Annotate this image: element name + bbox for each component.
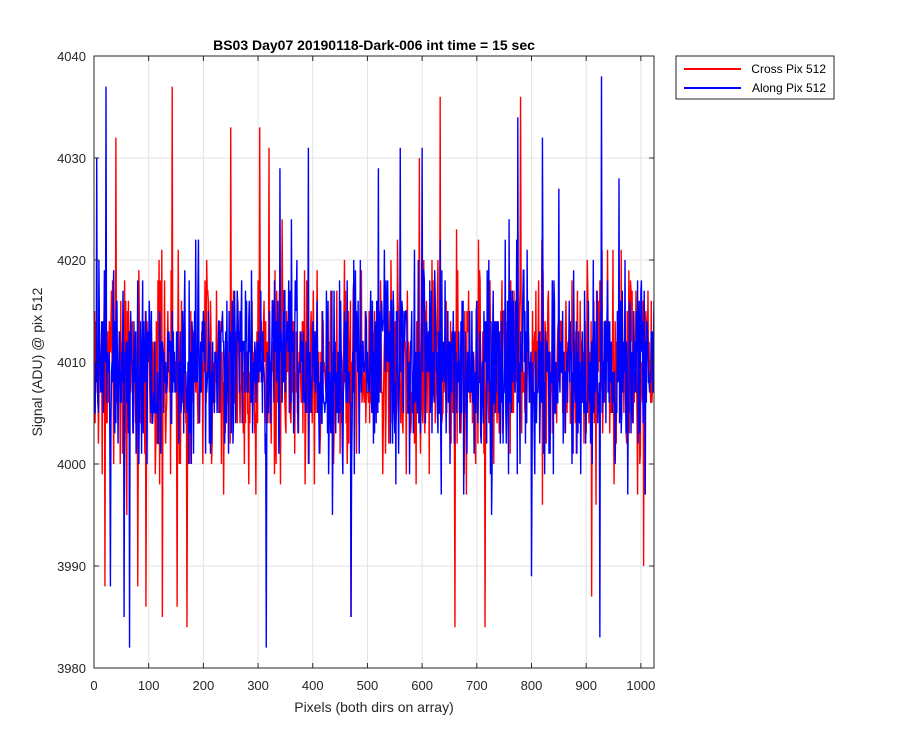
x-axis-label: Pixels (both dirs on array) xyxy=(294,699,454,715)
x-tick-label: 1000 xyxy=(626,678,655,693)
legend: Cross Pix 512 Along Pix 512 xyxy=(675,55,835,100)
axis-ticks: 0 100 200 300 400 500 600 700 800 900 1000 3980 3990… xyxy=(57,49,655,693)
x-tick-label: 100 xyxy=(138,678,160,693)
legend-label-cross: Cross Pix 512 xyxy=(751,62,826,76)
x-tick-label: 700 xyxy=(466,678,488,693)
y-tick-label: 4020 xyxy=(57,253,86,268)
x-tick-label: 0 xyxy=(90,678,97,693)
legend-box xyxy=(675,55,835,100)
y-tick-label: 3980 xyxy=(57,661,86,676)
legend-label-along: Along Pix 512 xyxy=(752,81,826,95)
y-tick-label: 4000 xyxy=(57,457,86,472)
series-line-along-pix-512 xyxy=(94,76,654,648)
x-tick-label: 300 xyxy=(247,678,269,693)
plot-series-group xyxy=(94,76,654,648)
y-tick-label: 4010 xyxy=(57,355,86,370)
x-tick-label: 400 xyxy=(302,678,324,693)
x-tick-label: 800 xyxy=(521,678,543,693)
x-tick-label: 200 xyxy=(193,678,215,693)
x-tick-label: 900 xyxy=(575,678,597,693)
y-tick-label: 3990 xyxy=(57,559,86,574)
y-tick-label: 4040 xyxy=(57,49,86,64)
x-tick-label: 600 xyxy=(411,678,433,693)
chart-title: BS03 Day07 20190118-Dark-006 int time = … xyxy=(213,37,535,53)
y-tick-label: 4030 xyxy=(57,151,86,166)
y-axis-label: Signal (ADU) @ pix 512 xyxy=(29,287,45,436)
x-tick-label: 500 xyxy=(357,678,379,693)
